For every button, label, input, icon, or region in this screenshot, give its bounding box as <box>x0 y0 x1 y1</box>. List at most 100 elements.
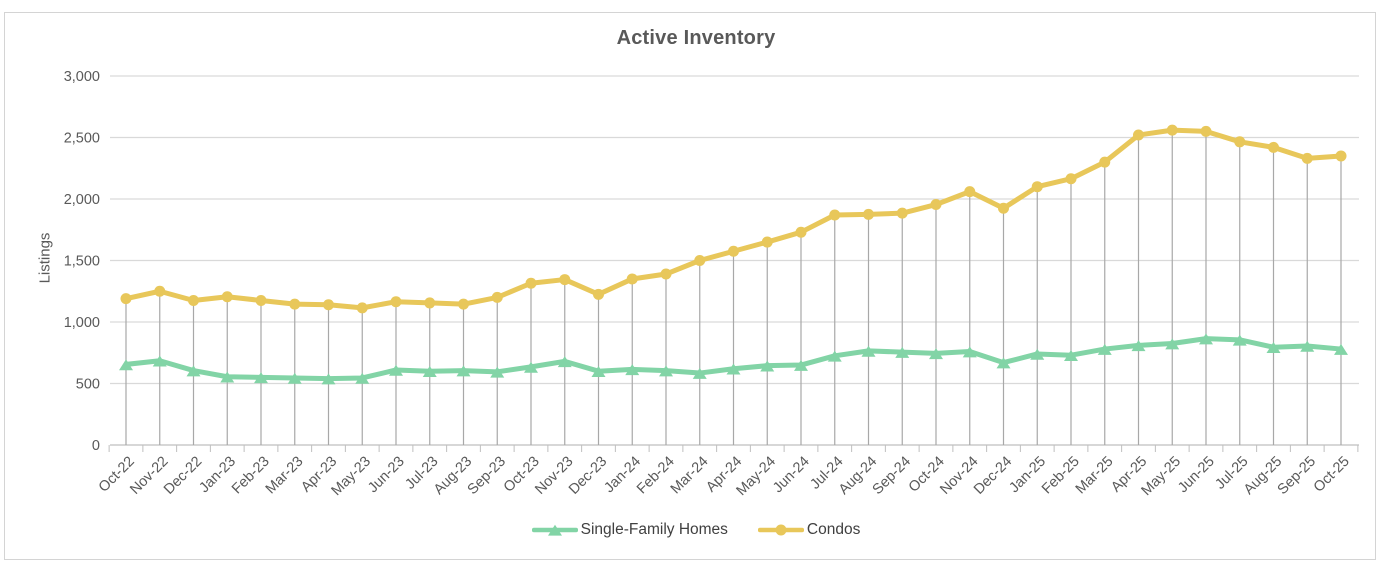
data-point-single-family-homes <box>557 356 572 368</box>
data-point-single-family-homes <box>726 363 741 375</box>
data-point-single-family-homes <box>1097 343 1112 355</box>
data-point-condos <box>356 302 368 314</box>
data-point-condos <box>1065 173 1077 185</box>
data-point-single-family-homes <box>1300 340 1315 352</box>
x-tick-label: Jun-25 <box>1175 454 1218 497</box>
data-point-single-family-homes <box>962 346 977 358</box>
condos-line-marker-icon <box>757 524 804 536</box>
chart-legend: Single-Family Homes Condos <box>0 521 1392 539</box>
data-point-condos <box>1031 181 1043 193</box>
data-point-single-family-homes <box>895 346 910 358</box>
x-tick-label: Sep-23 <box>465 454 509 498</box>
y-tick-label: 500 <box>76 377 100 393</box>
data-point-condos <box>1268 141 1279 153</box>
y-tick-label: 2,000 <box>64 192 100 208</box>
data-point-single-family-homes <box>186 365 201 377</box>
single-family-line-marker-icon <box>531 524 578 536</box>
data-point-single-family-homes <box>760 360 775 372</box>
data-point-single-family-homes <box>1030 348 1045 360</box>
data-point-single-family-homes <box>1165 338 1180 350</box>
data-point-condos <box>660 268 672 280</box>
x-tick-label: Dec-24 <box>971 454 1015 498</box>
data-point-condos <box>896 207 908 219</box>
y-tick-label: 3,000 <box>64 69 100 85</box>
data-point-single-family-homes <box>827 350 842 362</box>
x-tick-label: Sep-25 <box>1275 454 1319 498</box>
data-point-single-family-homes <box>996 357 1011 369</box>
legend-label: Condos <box>806 521 861 538</box>
x-tick-label: Jun-24 <box>770 454 813 497</box>
data-point-condos <box>728 245 739 257</box>
data-point-condos <box>289 298 301 310</box>
data-point-single-family-homes <box>152 355 167 367</box>
data-point-single-family-homes <box>456 365 471 377</box>
data-point-condos <box>863 208 874 220</box>
data-point-condos <box>559 274 571 286</box>
x-tick-label: Mar-24 <box>668 454 712 498</box>
data-point-condos <box>1099 156 1111 168</box>
chart-frame <box>4 12 1376 560</box>
x-tick-label: Sep-24 <box>870 454 914 498</box>
data-point-single-family-homes <box>422 366 437 377</box>
y-tick-label: 0 <box>92 438 100 454</box>
legend-item-condos: Condos <box>757 521 861 539</box>
y-tick-label: 2,500 <box>64 131 100 147</box>
data-point-condos <box>626 273 638 285</box>
data-point-condos <box>1335 150 1347 162</box>
data-point-condos <box>1166 124 1178 136</box>
data-point-single-family-homes <box>1131 340 1146 352</box>
legend-marker-condos <box>775 524 787 536</box>
data-point-condos <box>390 296 402 308</box>
data-point-single-family-homes <box>625 364 640 376</box>
data-point-condos <box>120 293 132 305</box>
x-tick-label: Dec-23 <box>566 454 610 498</box>
x-tick-label: Dec-22 <box>161 454 205 498</box>
data-point-single-family-homes <box>490 366 505 378</box>
legend-item-single-family-homes: Single-Family Homes <box>531 521 728 539</box>
data-point-condos <box>458 298 469 310</box>
data-point-single-family-homes <box>524 361 538 373</box>
data-point-single-family-homes <box>929 348 943 360</box>
x-tick-label: Mar-23 <box>263 454 307 498</box>
data-point-condos <box>525 277 537 289</box>
data-point-single-family-homes <box>692 367 707 379</box>
data-point-single-family-homes <box>794 359 808 371</box>
y-tick-label: 1,000 <box>64 315 100 331</box>
x-tick-label: Jun-23 <box>365 454 408 497</box>
data-point-single-family-homes <box>321 373 336 385</box>
data-point-condos <box>255 294 267 306</box>
data-point-condos <box>593 288 604 300</box>
data-point-condos <box>491 291 503 303</box>
data-point-single-family-homes <box>1266 342 1281 354</box>
x-tick-label: Mar-25 <box>1073 454 1117 498</box>
legend-label: Single-Family Homes <box>580 521 728 538</box>
data-point-single-family-homes <box>1334 343 1348 355</box>
data-point-single-family-homes <box>254 372 268 384</box>
data-point-single-family-homes <box>659 365 673 377</box>
data-point-single-family-homes <box>1199 333 1213 345</box>
data-point-single-family-homes <box>591 366 606 377</box>
data-point-single-family-homes <box>1064 350 1078 362</box>
data-point-single-family-homes <box>287 372 302 384</box>
data-point-condos <box>154 285 166 297</box>
data-point-condos <box>221 291 233 303</box>
data-point-condos <box>1200 125 1212 137</box>
data-point-single-family-homes <box>861 345 876 357</box>
y-tick-label: 1,500 <box>64 254 100 270</box>
data-point-single-family-homes <box>119 359 133 371</box>
chart-title: Active Inventory <box>616 27 776 49</box>
data-point-condos <box>694 255 706 266</box>
legend-marker-single-family-homes <box>547 524 562 536</box>
data-point-condos <box>998 202 1009 214</box>
data-point-condos <box>930 199 942 211</box>
data-point-condos <box>795 226 807 238</box>
data-point-condos <box>829 209 841 221</box>
data-point-single-family-homes <box>389 364 403 376</box>
data-point-condos <box>188 294 199 306</box>
data-point-condos <box>323 299 334 311</box>
data-point-condos <box>424 297 436 309</box>
data-point-single-family-homes <box>220 371 235 383</box>
data-point-condos <box>1301 152 1313 164</box>
x-tick-label: Oct-25 <box>1311 454 1353 496</box>
data-point-single-family-homes <box>1232 334 1247 346</box>
